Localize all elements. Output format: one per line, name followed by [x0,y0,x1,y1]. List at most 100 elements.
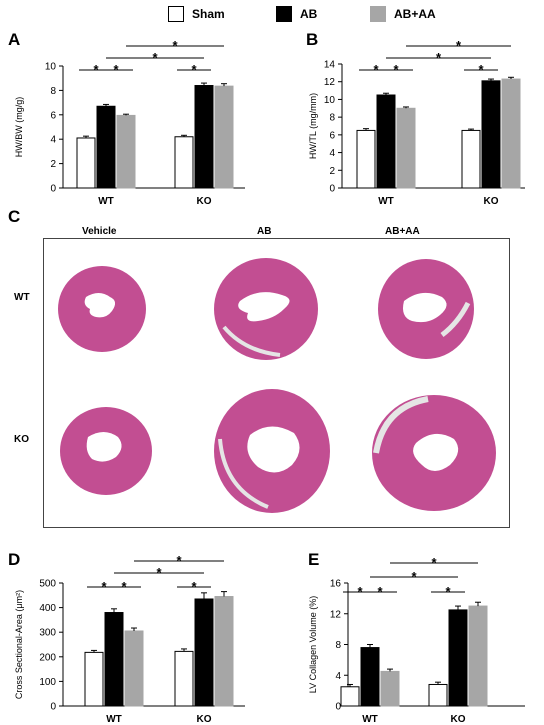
column-header-ab-aa: AB+AA [385,226,420,237]
bar-d-ko-ab [194,598,214,707]
chart-e: 0 4 8 12 16 LV Collagen Volume (%) WT KO * * * * * [308,555,525,725]
panel-letter-d: D [8,550,21,569]
y-axis-label: Cross Sectional-Area (μm²) [14,590,24,699]
significance-star: * [436,50,442,65]
y-tick-label: 2 [329,166,335,177]
bar-b-wt-sham [356,129,376,189]
histology-image [58,258,496,513]
legend-label-ab: AB [300,7,318,21]
bar-e-wt-sham [340,686,360,707]
y-tick-label: 8 [335,640,341,651]
y-tick-label: 12 [324,77,336,88]
y-tick-label: 4 [50,135,56,146]
legend-swatch-sham [168,6,184,22]
significance-star: * [121,579,127,594]
legend-item-ab-aa: AB+AA [370,6,436,22]
y-tick-label: 10 [324,95,336,106]
heart-section-wt-vehicle [58,266,146,352]
x-tick-label: WT [106,714,122,725]
bar-d-wt-ab-aa [124,630,144,707]
significance-star: * [152,50,158,65]
legend-swatch-ab [276,6,292,22]
bar-d-wt-sham [84,651,104,707]
y-tick-label: 0 [50,702,56,713]
y-tick-label: 0 [50,184,56,195]
bar-b-wt-ab-aa [396,107,416,189]
bar-a-ko-ab-aa [214,85,234,189]
legend-swatch-ab-aa [370,6,386,22]
panel-letter-b: B [306,30,319,49]
bar-e-wt-ab [360,647,380,707]
y-tick-label: 6 [329,130,335,141]
legend-item-sham: Sham [168,6,225,22]
heart-section-wt-ab-aa [378,259,474,359]
histology-image-frame [43,238,510,528]
y-tick-label: 16 [330,579,342,590]
bar-e-wt-ab-aa [380,670,400,707]
y-tick-label: 500 [39,579,56,590]
y-tick-label: 2 [50,159,56,170]
bar-b-ko-ab [481,80,501,189]
significance-star: * [377,584,383,599]
significance-star: * [445,584,451,599]
heart-section-ko-ab-aa [372,395,496,511]
row-header-ko: KO [14,434,29,445]
y-tick-label: 400 [39,603,56,614]
chart-a: 0 2 4 6 8 10 HW/BW (mg/g) WT KO * * * * * [14,40,245,207]
legend-item-ab: AB [276,6,317,22]
bar-a-wt-ab-aa [116,114,136,189]
significance-star: * [191,579,197,594]
y-tick-label: 10 [45,62,57,73]
bar-e-ko-sham [428,683,448,707]
y-axis-label: LV Collagen Volume (%) [308,596,318,693]
significance-star: * [156,565,162,580]
y-axis-label: HW/BW (mg/g) [14,97,24,158]
panel-letter-a: A [8,30,21,49]
y-tick-label: 200 [39,652,56,663]
y-axis-label: HW/TL (mg/mm) [308,93,318,159]
significance-star: * [176,555,182,568]
bar-b-wt-ab [376,94,396,189]
y-tick-label: 0 [329,184,335,195]
heart-section-ko-ab [214,389,330,513]
significance-star: * [191,62,197,77]
x-tick-label: KO [197,196,212,207]
y-tick-label: 100 [39,677,56,688]
bar-b-ko-ab-aa [501,78,521,189]
significance-star: * [431,555,437,570]
y-tick-label: 8 [50,86,56,97]
significance-star: * [373,62,379,77]
column-header-ab: AB [257,226,272,237]
x-tick-label: WT [98,196,114,207]
y-tick-label: 0 [335,702,341,713]
y-tick-label: 4 [329,148,335,159]
significance-star: * [456,40,462,53]
significance-star: * [113,62,119,77]
bar-a-ko-sham [174,136,194,189]
bar-d-ko-sham [174,650,194,707]
chart-d: 0 100 200 300 400 500 Cross Sectional-Area (μm… [14,555,245,725]
panel-letter-c: C [8,207,21,226]
row-header-wt: WT [14,292,30,303]
legend-label-sham: Sham [192,7,225,21]
significance-star: * [93,62,99,77]
x-tick-label: KO [197,714,212,725]
chart-b: 0 2 4 6 8 10 12 14 HW/TL (mg/mm) WT KO * * * * * [308,40,525,207]
y-tick-label: 6 [50,110,56,121]
significance-star: * [393,62,399,77]
y-tick-label: 4 [335,671,341,682]
y-tick-label: 14 [324,60,336,71]
heart-section-wt-ab [214,258,318,360]
x-tick-label: WT [362,714,378,725]
significance-star: * [101,579,107,594]
bar-a-wt-ab [96,105,116,189]
bar-b-ko-sham [461,129,481,189]
significance-star: * [357,584,363,599]
significance-star: * [478,62,484,77]
x-tick-label: KO [451,714,466,725]
bar-e-ko-ab-aa [468,605,488,707]
y-tick-label: 12 [330,609,342,620]
bar-a-ko-ab [194,85,214,189]
legend-label-ab-aa: AB+AA [394,7,436,21]
x-tick-label: KO [484,196,499,207]
